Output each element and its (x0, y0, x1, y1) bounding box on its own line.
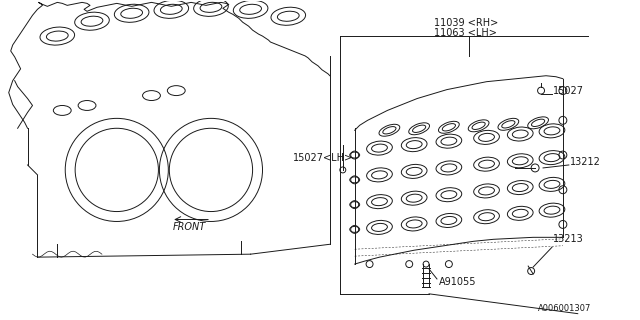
Text: 13212: 13212 (570, 157, 601, 167)
Text: 11039 <RH>: 11039 <RH> (434, 18, 499, 28)
Text: 13213: 13213 (553, 234, 584, 244)
Text: 15027<LH>: 15027<LH> (293, 153, 353, 163)
Text: 15027: 15027 (553, 86, 584, 96)
Text: A006001307: A006001307 (538, 304, 591, 313)
Text: FRONT: FRONT (173, 222, 206, 232)
Text: A91055: A91055 (439, 277, 476, 287)
Text: 11063 <LH>: 11063 <LH> (434, 28, 497, 38)
